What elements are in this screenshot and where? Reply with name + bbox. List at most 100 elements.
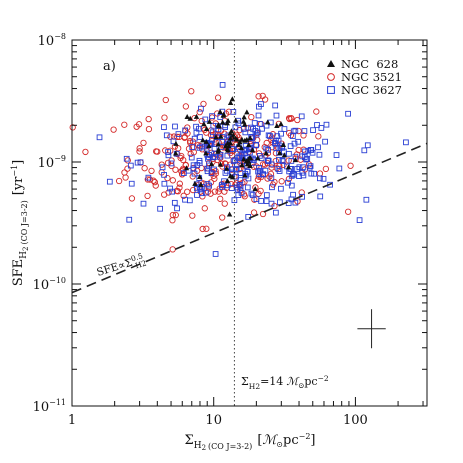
data-point <box>230 109 237 115</box>
data-point <box>242 172 248 178</box>
data-point <box>287 143 294 150</box>
data-point <box>174 188 182 195</box>
data-point <box>211 175 218 182</box>
data-point <box>244 161 251 167</box>
data-point <box>237 183 244 190</box>
data-point <box>250 126 256 132</box>
data-point <box>278 185 284 192</box>
data-point <box>154 148 161 155</box>
y-axis-title: SFEH2 (CO J=3-2) [yr−1] <box>10 160 30 287</box>
data-point <box>300 172 307 179</box>
fit-line-label-main: SFE∝Σ <box>95 257 134 279</box>
x-axis-title: ΣH2 (CO J=3-2) [ℳ⊙pc−2] <box>185 432 316 452</box>
data-point <box>279 157 286 164</box>
x-axis-sub2: 2 <box>202 444 206 452</box>
y-tick-label: 10−11 <box>33 398 66 415</box>
x-tick-label: 1 <box>68 413 76 428</box>
y-tick-base: 10 <box>38 156 55 171</box>
y-tick-label: 10−8 <box>38 32 66 49</box>
data-point <box>285 179 291 186</box>
data-point <box>137 159 144 166</box>
data-point <box>246 142 252 148</box>
data-point <box>277 150 283 156</box>
data-point <box>201 205 208 212</box>
data-point <box>176 184 183 191</box>
data-point <box>322 165 330 173</box>
data-point <box>192 180 198 186</box>
data-point <box>227 99 234 105</box>
x-axis-units-close: ] <box>310 433 315 448</box>
data-point <box>403 139 409 146</box>
data-point <box>218 182 225 189</box>
data-point <box>219 184 226 190</box>
data-point <box>247 139 254 146</box>
data-point <box>222 143 229 149</box>
data-point <box>356 217 363 223</box>
data-point <box>300 132 307 139</box>
data-point <box>211 146 218 152</box>
data-point <box>309 149 316 156</box>
data-point <box>185 167 192 174</box>
data-point <box>232 124 239 131</box>
data-point <box>265 158 272 164</box>
data-point <box>189 186 197 194</box>
data-point <box>241 156 247 162</box>
data-point <box>333 152 340 158</box>
data-point <box>253 142 259 149</box>
data-point <box>272 157 279 165</box>
data-point <box>227 135 234 141</box>
data-point <box>198 190 205 197</box>
data-point <box>306 164 313 171</box>
data-point <box>172 123 178 130</box>
x-axis-subtext: (CO J=3-2) <box>208 442 252 451</box>
data-point <box>209 113 215 119</box>
data-point <box>175 145 182 152</box>
data-point <box>207 179 215 186</box>
legend-item-ngc3521: NGC 3521 <box>327 70 402 84</box>
data-point <box>313 108 320 115</box>
data-point <box>268 161 275 168</box>
data-point <box>157 205 163 212</box>
data-point <box>363 196 370 203</box>
y-axis-unit-exp: −1 <box>10 165 19 177</box>
data-point <box>280 142 287 148</box>
data-point <box>198 143 205 150</box>
data-point <box>206 182 212 189</box>
legend-item-ngc628: NGC 628 <box>327 57 398 71</box>
data-point <box>198 105 204 112</box>
data-point <box>244 136 250 142</box>
data-point <box>292 127 299 134</box>
data-point <box>235 192 242 198</box>
data-point <box>208 161 215 167</box>
data-point <box>174 205 180 212</box>
data-point <box>265 132 272 139</box>
data-point <box>216 122 222 128</box>
data-point <box>162 96 169 104</box>
vline-label-value: =14 <box>260 375 283 388</box>
data-point <box>69 124 76 131</box>
data-point <box>145 115 152 123</box>
data-point <box>307 147 314 153</box>
data-point <box>194 185 200 192</box>
data-point <box>193 129 200 136</box>
y-tick-exp: −11 <box>49 398 66 407</box>
data-point <box>140 200 147 207</box>
data-point <box>242 129 249 136</box>
data-point <box>301 154 308 161</box>
data-point <box>128 180 135 187</box>
data-point <box>228 128 235 134</box>
data-point <box>314 122 320 128</box>
data-point <box>169 177 176 184</box>
y-axis-subtext: (CO J=3-2) <box>20 200 29 244</box>
data-point <box>315 133 322 140</box>
data-point <box>276 149 282 156</box>
data-point <box>301 128 308 134</box>
vline-label-unit-exp: −2 <box>318 374 329 383</box>
data-point <box>258 101 264 107</box>
data-point <box>136 145 143 152</box>
data-point <box>253 131 260 138</box>
data-point <box>320 175 327 182</box>
data-point <box>124 165 131 172</box>
data-point <box>204 181 211 187</box>
data-point <box>322 138 328 145</box>
